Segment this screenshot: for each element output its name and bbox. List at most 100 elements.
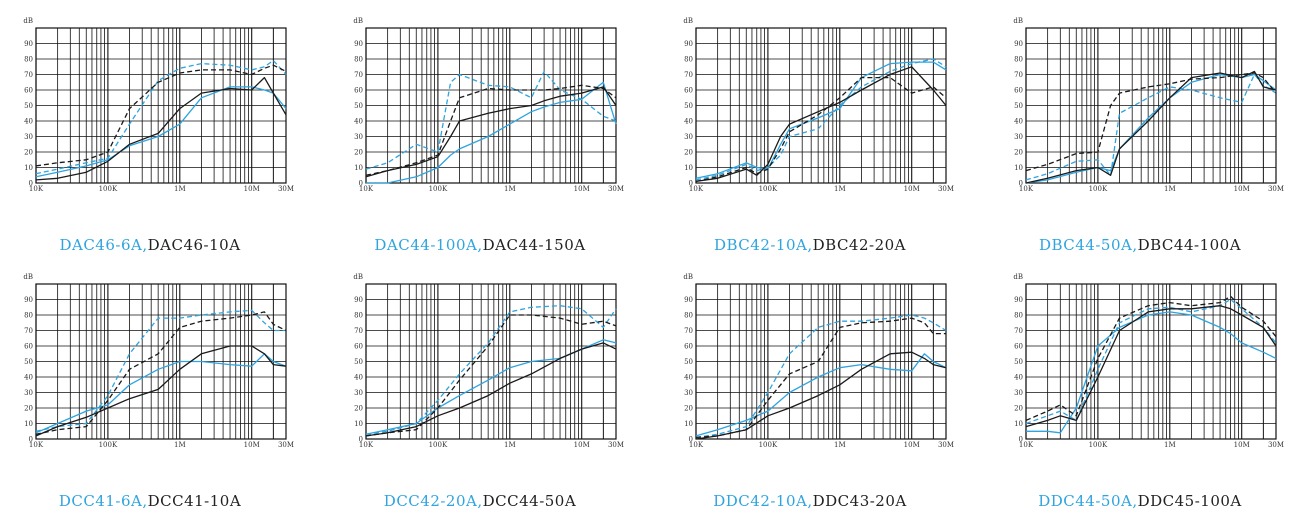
y-axis-unit: dB	[23, 17, 33, 25]
caption-model-a: DCC41-6A,	[58, 492, 148, 510]
y-tick-label: 70	[354, 327, 363, 335]
y-tick-label: 0	[29, 180, 33, 188]
y-tick-label: 20	[24, 149, 33, 157]
chart-caption: DAC46-6A,DAC46-10A	[0, 236, 300, 254]
x-tick-label: 1M	[1164, 185, 1176, 193]
plot-frame	[35, 27, 287, 184]
series-line-blue-dashed	[35, 59, 287, 175]
y-tick-label: 80	[1014, 56, 1023, 64]
caption-model-a: DAC46-6A,	[59, 236, 148, 254]
y-tick-label: 0	[29, 436, 33, 444]
x-tick-label: 30M	[608, 441, 624, 449]
y-tick-label: 30	[24, 133, 33, 141]
x-tick-label: 1M	[834, 441, 846, 449]
y-tick-label: 20	[1014, 405, 1023, 413]
y-tick-label: 80	[354, 312, 363, 320]
series-line-blue-dashed	[35, 309, 286, 432]
x-tick-label: 100K	[1089, 185, 1108, 193]
y-tick-label: 40	[354, 374, 363, 382]
y-tick-label: 50	[354, 358, 363, 366]
chart-panel: 0 10 20 30 40 50 60 70 80 90 dB 10K 100K 1M 10M 30M DDC4…	[660, 268, 960, 523]
x-tick-label: 10K	[29, 441, 44, 449]
x-tick-label: 10M	[244, 185, 260, 193]
y-tick-label: 80	[24, 312, 33, 320]
grid	[1025, 27, 1277, 184]
y-tick-label: 30	[354, 389, 363, 397]
chart-panel: 0 10 20 30 40 50 60 70 80 90 dB 10K 100K 1M 10M 30M DBC4…	[990, 12, 1290, 267]
x-tick-label: 100K	[759, 441, 778, 449]
series-line-blue-solid	[1025, 73, 1277, 184]
y-axis-unit: dB	[1013, 17, 1023, 25]
x-tick-label: 30M	[938, 185, 954, 193]
series-line-black-solid	[35, 76, 287, 181]
x-tick-label: 10K	[29, 185, 44, 193]
plot-frame	[365, 283, 617, 440]
series-line-black-dashed	[365, 314, 617, 437]
x-tick-label: 10M	[1234, 441, 1250, 449]
series-line-blue-dashed	[1025, 298, 1277, 425]
x-tick-label: 30M	[938, 441, 954, 449]
caption-model-a: DCC42-20A,	[383, 492, 483, 510]
y-tick-label: 40	[684, 118, 693, 126]
x-tick-label: 1M	[1164, 441, 1176, 449]
y-tick-label: 10	[1014, 164, 1023, 172]
chart-plot: 0 10 20 30 40 50 60 70 80 90 dB 10K 100K 1M 10M 30M	[353, 273, 624, 449]
caption-model-b: DBC42-20A	[812, 236, 907, 254]
x-tick-label: 10K	[359, 185, 374, 193]
chart-panel: 0 10 20 30 40 50 60 70 80 90 dB 10K 100K 1M 10M 30M DAC4…	[330, 12, 630, 267]
grid	[365, 283, 617, 440]
y-tick-label: 30	[1014, 389, 1023, 397]
caption-model-b: DCC44-50A	[482, 492, 577, 510]
y-tick-label: 0	[359, 180, 363, 188]
caption-model-b: DDC43-20A	[812, 492, 907, 510]
chart-plot: 0 10 20 30 40 50 60 70 80 90 dB 10K 100K 1M 10M 30M	[1013, 17, 1284, 193]
plot-frame	[1025, 27, 1277, 184]
y-tick-label: 80	[1014, 312, 1023, 320]
grid	[1025, 283, 1277, 440]
x-tick-label: 30M	[278, 185, 294, 193]
y-tick-label: 60	[684, 343, 693, 351]
y-tick-label: 70	[684, 71, 693, 79]
series-line-black-dashed	[365, 84, 617, 176]
y-tick-label: 50	[354, 102, 363, 110]
chart-plot: 0 10 20 30 40 50 60 70 80 90 dB 10K 100K 1M 10M 30M	[683, 17, 954, 193]
series-line-black-dashed	[35, 311, 287, 435]
caption-model-b: DDC45-100A	[1137, 492, 1242, 510]
series-line-black-solid	[365, 86, 617, 178]
y-tick-label: 70	[1014, 71, 1023, 79]
y-tick-label: 40	[24, 118, 33, 126]
y-tick-label: 80	[684, 312, 693, 320]
y-tick-label: 60	[24, 343, 33, 351]
y-tick-label: 40	[684, 374, 693, 382]
plot-frame	[35, 283, 287, 440]
y-tick-label: 60	[684, 87, 693, 95]
caption-model-a: DBC42-10A,	[713, 236, 813, 254]
series-line-blue-dashed	[365, 305, 617, 435]
y-tick-label: 40	[24, 374, 33, 382]
series-line-black-solid	[365, 342, 617, 437]
y-tick-label: 60	[354, 343, 363, 351]
y-tick-label: 0	[1019, 436, 1023, 444]
x-tick-label: 10K	[689, 441, 704, 449]
y-tick-label: 30	[684, 133, 693, 141]
chart-caption: DCC41-6A,DCC41-10A	[0, 492, 300, 510]
y-tick-label: 60	[1014, 87, 1023, 95]
x-tick-label: 10K	[1019, 185, 1034, 193]
grid	[35, 283, 287, 440]
series-line-black-dashed	[35, 64, 287, 167]
x-tick-label: 30M	[608, 185, 624, 193]
y-tick-label: 90	[684, 296, 693, 304]
x-tick-label: 10M	[904, 441, 920, 449]
x-tick-label: 10K	[1019, 441, 1034, 449]
y-tick-label: 0	[359, 436, 363, 444]
chart-panel: 0 10 20 30 40 50 60 70 80 90 dB 10K 100K 1M 10M 30M DBC4…	[660, 12, 960, 267]
x-tick-label: 1M	[174, 441, 186, 449]
y-axis-unit: dB	[353, 17, 363, 25]
series-line-blue-solid	[1026, 311, 1277, 434]
grid	[35, 27, 287, 184]
y-tick-label: 10	[354, 164, 363, 172]
x-tick-label: 10M	[1234, 185, 1250, 193]
chart-panel: 0 10 20 30 40 50 60 70 80 90 dB 10K 100K 1M 10M 30M DAC4…	[0, 12, 300, 267]
y-tick-label: 50	[684, 102, 693, 110]
